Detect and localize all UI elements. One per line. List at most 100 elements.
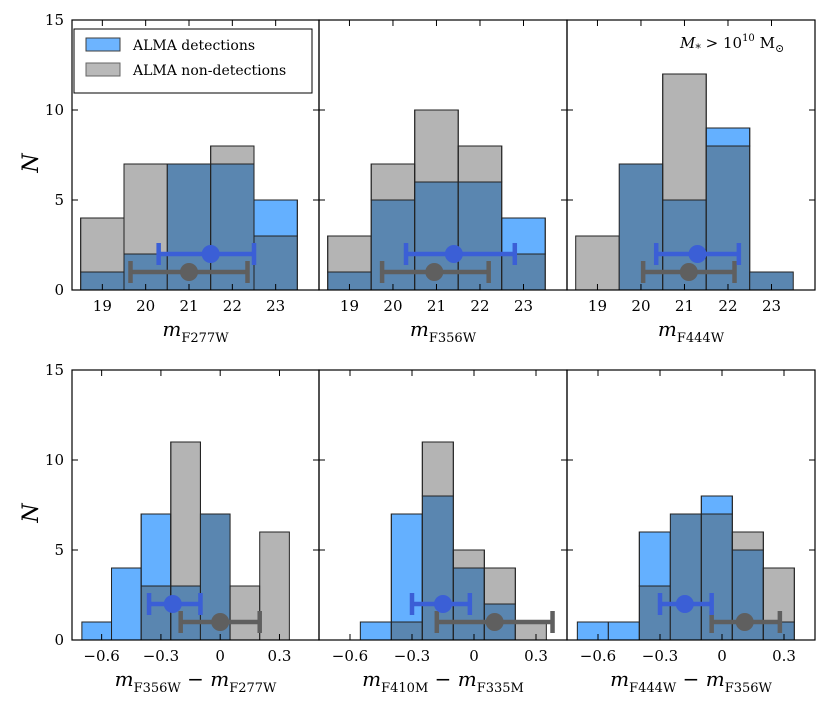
detection-median-marker	[163, 595, 182, 613]
non-detection-median-marker	[425, 263, 444, 281]
bar-detection	[501, 217, 546, 255]
bar-overlap	[140, 585, 172, 641]
mass-cut-annotation: M* > 1010 M⊙	[679, 33, 784, 55]
x-tick-label: 19	[340, 297, 359, 315]
bar-overlap	[170, 585, 201, 641]
bar-non-detection	[370, 163, 416, 201]
legend-label-detections: ALMA detections	[132, 38, 255, 54]
bar-overlap	[253, 235, 298, 291]
y-tick-label: 0	[54, 281, 64, 299]
x-label-part: m	[658, 317, 677, 341]
panel-1-0: −0.6 −0.3 0 0.3 mF356W − mF277W	[71, 369, 320, 696]
x-label-part: m	[362, 667, 381, 691]
x-axis-label: mF356W	[410, 317, 477, 346]
annot-pre: M	[679, 34, 696, 52]
annot-sub: *	[695, 42, 701, 55]
x-tick-label: 0.3	[772, 647, 796, 665]
x-label-part: m	[410, 317, 429, 341]
x-label-part: F444W	[677, 331, 725, 346]
x-label-part: m	[162, 317, 181, 341]
panel-0-0: 19 20 21 22 23 mF277W	[71, 19, 320, 346]
x-label-part: F356W	[429, 331, 477, 346]
x-label-part: F410M	[381, 681, 428, 696]
detection-median-marker	[675, 595, 694, 613]
legend-swatch-non-detections	[85, 62, 121, 77]
bar-detection	[81, 621, 113, 641]
non-detection-median-marker	[485, 613, 504, 631]
y-axis-label-row-0: N	[19, 153, 44, 174]
y-tick-label: 5	[54, 191, 64, 209]
bar-detection	[638, 531, 671, 587]
non-detection-median-marker	[180, 263, 198, 281]
x-label-part: m	[610, 667, 629, 691]
x-tick-label: 19	[93, 297, 112, 315]
panel-frame	[566, 19, 816, 291]
bar-non-detection	[731, 531, 764, 551]
bar-non-detection	[229, 585, 261, 641]
bar-detection	[359, 621, 392, 641]
panel-frame	[566, 369, 816, 641]
x-tick-label: 21	[427, 297, 446, 315]
y-tick-label: 5	[54, 541, 64, 559]
bar-non-detection	[575, 235, 620, 291]
detection-median-marker	[434, 595, 452, 613]
y-tick-label: 0	[54, 631, 64, 649]
x-axis-label: mF356W − mF277W	[115, 667, 277, 696]
x-label-part: F277W	[181, 331, 229, 346]
bar-overlap	[390, 621, 423, 641]
bar-non-detection	[327, 235, 372, 273]
detection-median-marker	[444, 245, 463, 263]
non-detection-median-marker	[211, 613, 230, 631]
x-tick-label: −0.3	[642, 647, 678, 665]
x-tick-label: 22	[718, 297, 737, 315]
x-axis-label: mF444W − mF356W	[610, 667, 772, 696]
detection-median-marker	[201, 245, 220, 263]
x-tick-label: 0	[717, 647, 727, 665]
x-axis-label: mF277W	[162, 317, 229, 346]
bar-detection	[700, 495, 733, 515]
x-label-part: F356W	[725, 681, 773, 696]
x-tick-label: 0.3	[524, 647, 548, 665]
bar-non-detection	[662, 73, 707, 201]
bar-non-detection	[259, 531, 290, 641]
bar-non-detection	[483, 567, 516, 605]
svg-text:M* > 1010 M⊙: M* > 1010 M⊙	[679, 33, 784, 55]
annot-mid: > 10	[701, 34, 742, 52]
annot-sub2: ⊙	[775, 42, 784, 55]
x-tick-label: 21	[179, 297, 198, 315]
x-tick-label: 21	[675, 297, 694, 315]
bar-non-detection	[170, 441, 201, 587]
bar-overlap	[705, 145, 751, 291]
x-label-part: − m	[181, 667, 229, 691]
bar-non-detection	[123, 163, 168, 255]
bar-overlap	[638, 585, 671, 641]
x-tick-label: −0.6	[580, 647, 616, 665]
x-tick-label: 0.3	[268, 647, 292, 665]
x-label-part: F277W	[229, 681, 277, 696]
panel-0-2: 19 20 21 22 23 mF444W	[566, 19, 816, 346]
bar-detection	[705, 127, 751, 147]
x-label-part: − m	[676, 667, 724, 691]
x-tick-label: 0	[469, 647, 479, 665]
bar-non-detection	[80, 217, 125, 273]
x-tick-label: 20	[383, 297, 402, 315]
x-tick-label: −0.6	[332, 647, 368, 665]
x-tick-label: 19	[588, 297, 607, 315]
y-axis-label-row-1: N	[19, 503, 44, 524]
bar-overlap	[669, 513, 702, 641]
y-tick-label: 15	[45, 361, 64, 379]
x-label-part: F356W	[134, 681, 182, 696]
x-tick-label: 22	[223, 297, 242, 315]
y-tick-label: 10	[45, 101, 64, 119]
bar-detection	[253, 199, 298, 237]
legend-label-non-detections: ALMA non-detections	[132, 63, 286, 79]
bar-detection	[111, 567, 142, 641]
x-label-part: − m	[428, 667, 476, 691]
x-tick-label: 0	[215, 647, 225, 665]
bar-non-detection	[452, 549, 485, 569]
y-tick-label: 10	[45, 451, 64, 469]
bar-non-detection	[414, 109, 459, 183]
